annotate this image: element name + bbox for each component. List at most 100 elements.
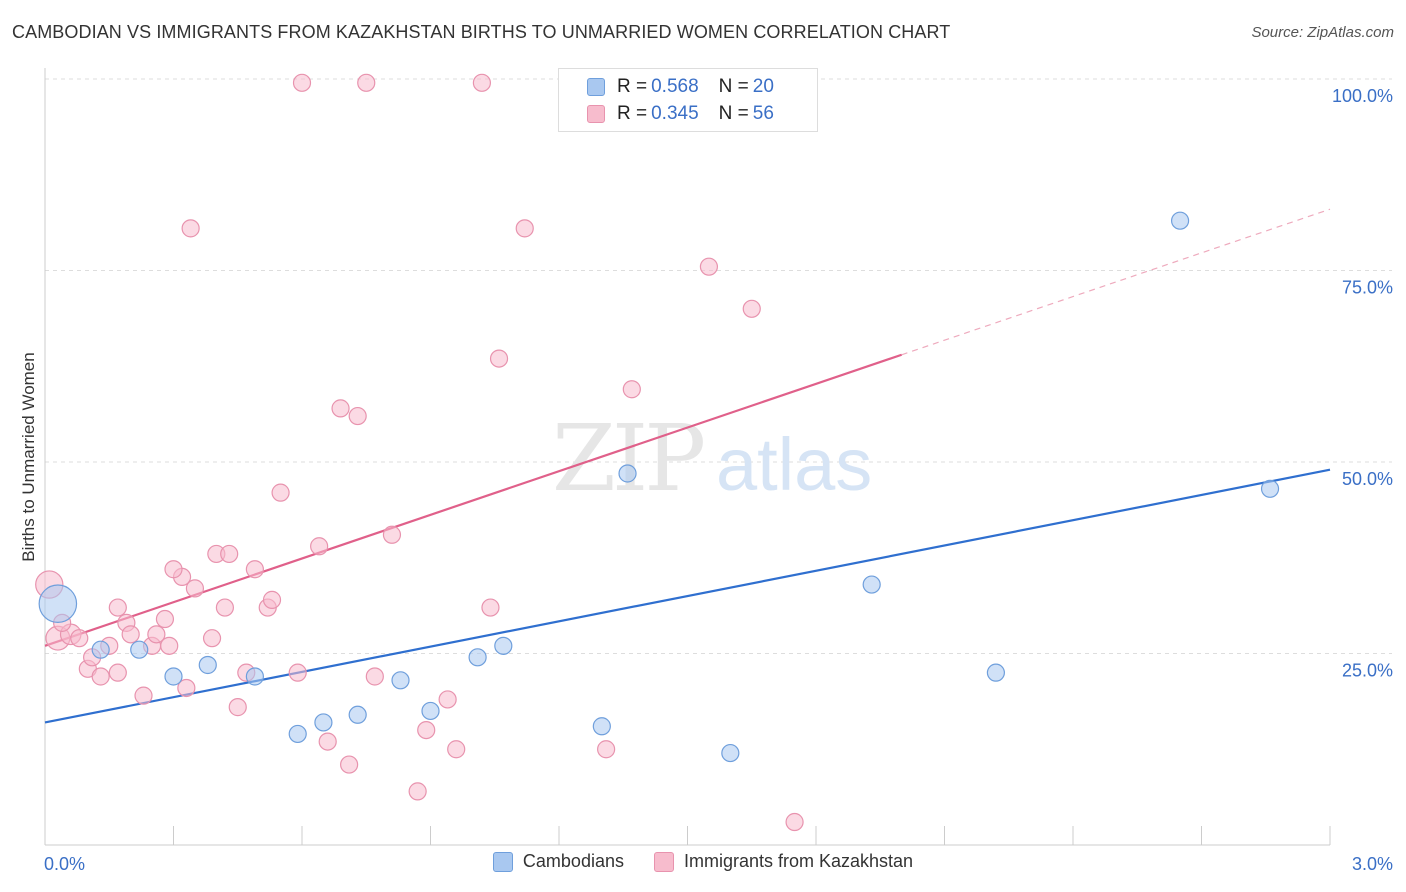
trendline-kazakhstan-extension [901,208,1331,356]
point-cambodian [288,724,307,744]
point-kazakhstan [785,812,804,832]
x-tick-label: 3.0% [1352,854,1393,874]
legend-swatch-pink [587,105,605,123]
point-kazakhstan [408,782,427,801]
point-kazakhstan [185,579,205,598]
point-kazakhstan [515,219,534,238]
point-kazakhstan [91,667,110,686]
point-kazakhstan [318,732,337,751]
y-tick-label: 100.0% [1332,86,1393,106]
axes [44,68,1331,846]
legend-n-label: N = [718,76,749,97]
point-cambodian [91,640,110,659]
legend-swatch-blue [587,78,605,96]
point-kazakhstan [160,636,179,655]
point-kazakhstan [489,349,509,368]
point-kazakhstan [147,625,166,644]
point-kazakhstan [310,537,329,556]
point-kazakhstan [348,406,367,426]
legend-item-kazakhstan: Immigrants from Kazakhstan [653,851,914,872]
point-cambodian [314,713,333,732]
point-kazakhstan [597,740,616,759]
legend-n-value: 20 [752,76,774,97]
point-kazakhstan [202,629,222,648]
point-kazakhstan [108,598,127,617]
source-credit: Source: ZipAtlas.com [1251,24,1394,41]
point-cambodian [862,575,881,594]
legend-label: Immigrants from Kazakhstan [683,851,914,871]
legend-r-label: R = [617,76,648,97]
point-kazakhstan [382,525,402,544]
point-kazakhstan [215,598,234,617]
point-kazakhstan [288,663,307,682]
point-kazakhstan [357,73,376,92]
y-tick-label: 25.0% [1342,661,1393,681]
point-kazakhstan [245,560,264,579]
point-kazakhstan [121,625,140,644]
point-kazakhstan [447,740,466,759]
y-axis-title: Births to Unmarried Women [19,352,38,561]
point-kazakhstan [438,690,457,709]
watermark-atlas: atlas [716,423,872,506]
point-kazakhstan [365,667,384,686]
point-cambodian [245,667,264,686]
point-kazakhstan [70,629,89,648]
legend-swatch-blue [492,851,513,872]
point-kazakhstan [155,609,175,629]
point-cambodian [618,464,637,483]
point-kazakhstan [181,219,200,238]
data-points [35,73,1280,832]
point-cambodian [198,655,217,675]
point-kazakhstan [340,755,359,774]
point-cambodian [421,701,440,721]
trendline-kazakhstan [44,353,903,647]
y-tick-label: 50.0% [1342,469,1393,489]
y-tick-label: 75.0% [1342,278,1393,298]
legend-r-label: R = [617,103,648,124]
legend-swatch-pink [653,851,674,872]
point-cambodian [38,584,78,624]
legend-label: Cambodians [522,851,624,871]
point-kazakhstan [220,544,239,564]
point-kazakhstan [472,73,491,92]
point-kazakhstan [417,720,436,740]
point-kazakhstan [108,663,127,682]
legend-row-cambodians: R = 0.568 N = 20 [587,74,774,100]
x-tick-label: 0.0% [44,854,85,874]
legend-r-value: 0.568 [651,76,699,97]
point-cambodian [1260,479,1280,498]
point-cambodian [986,663,1006,682]
point-kazakhstan [228,698,247,717]
point-kazakhstan [292,73,312,92]
point-kazakhstan [742,299,761,318]
correlation-legend: R = 0.568 N = 20 R = 0.345 N = 56 [558,68,818,132]
point-kazakhstan [331,399,350,418]
legend-n-label: N = [718,103,749,124]
legend-n-value: 56 [752,103,774,124]
axis-labels: 25.0% 50.0% 75.0% 100.0% 0.0% 3.0% Births to U… [19,86,1393,874]
point-cambodian [130,640,149,659]
legend-r-value: 0.345 [651,103,699,124]
point-kazakhstan [177,678,196,698]
point-cambodian [592,717,611,736]
point-cambodian [348,705,367,724]
point-cambodian [164,667,183,686]
point-cambodian [1170,211,1190,230]
point-kazakhstan [699,257,719,276]
series-legend: Cambodians Immigrants from Kazakhstan [0,851,1406,872]
point-cambodian [494,636,513,655]
watermark-zip: ZIP [552,405,703,512]
point-kazakhstan [134,686,153,705]
point-kazakhstan [262,590,282,609]
legend-row-kazakhstan: R = 0.345 N = 56 [587,101,774,127]
point-kazakhstan [164,560,183,579]
chart-title: CAMBODIAN VS IMMIGRANTS FROM KAZAKHSTAN … [12,22,951,42]
point-cambodian [391,671,410,690]
point-cambodian [721,743,740,763]
legend-item-cambodians: Cambodians [492,851,624,872]
point-kazakhstan [622,380,641,399]
watermark: ZIP atlas [552,405,872,512]
point-kazakhstan [481,598,500,617]
point-kazakhstan [271,483,290,502]
